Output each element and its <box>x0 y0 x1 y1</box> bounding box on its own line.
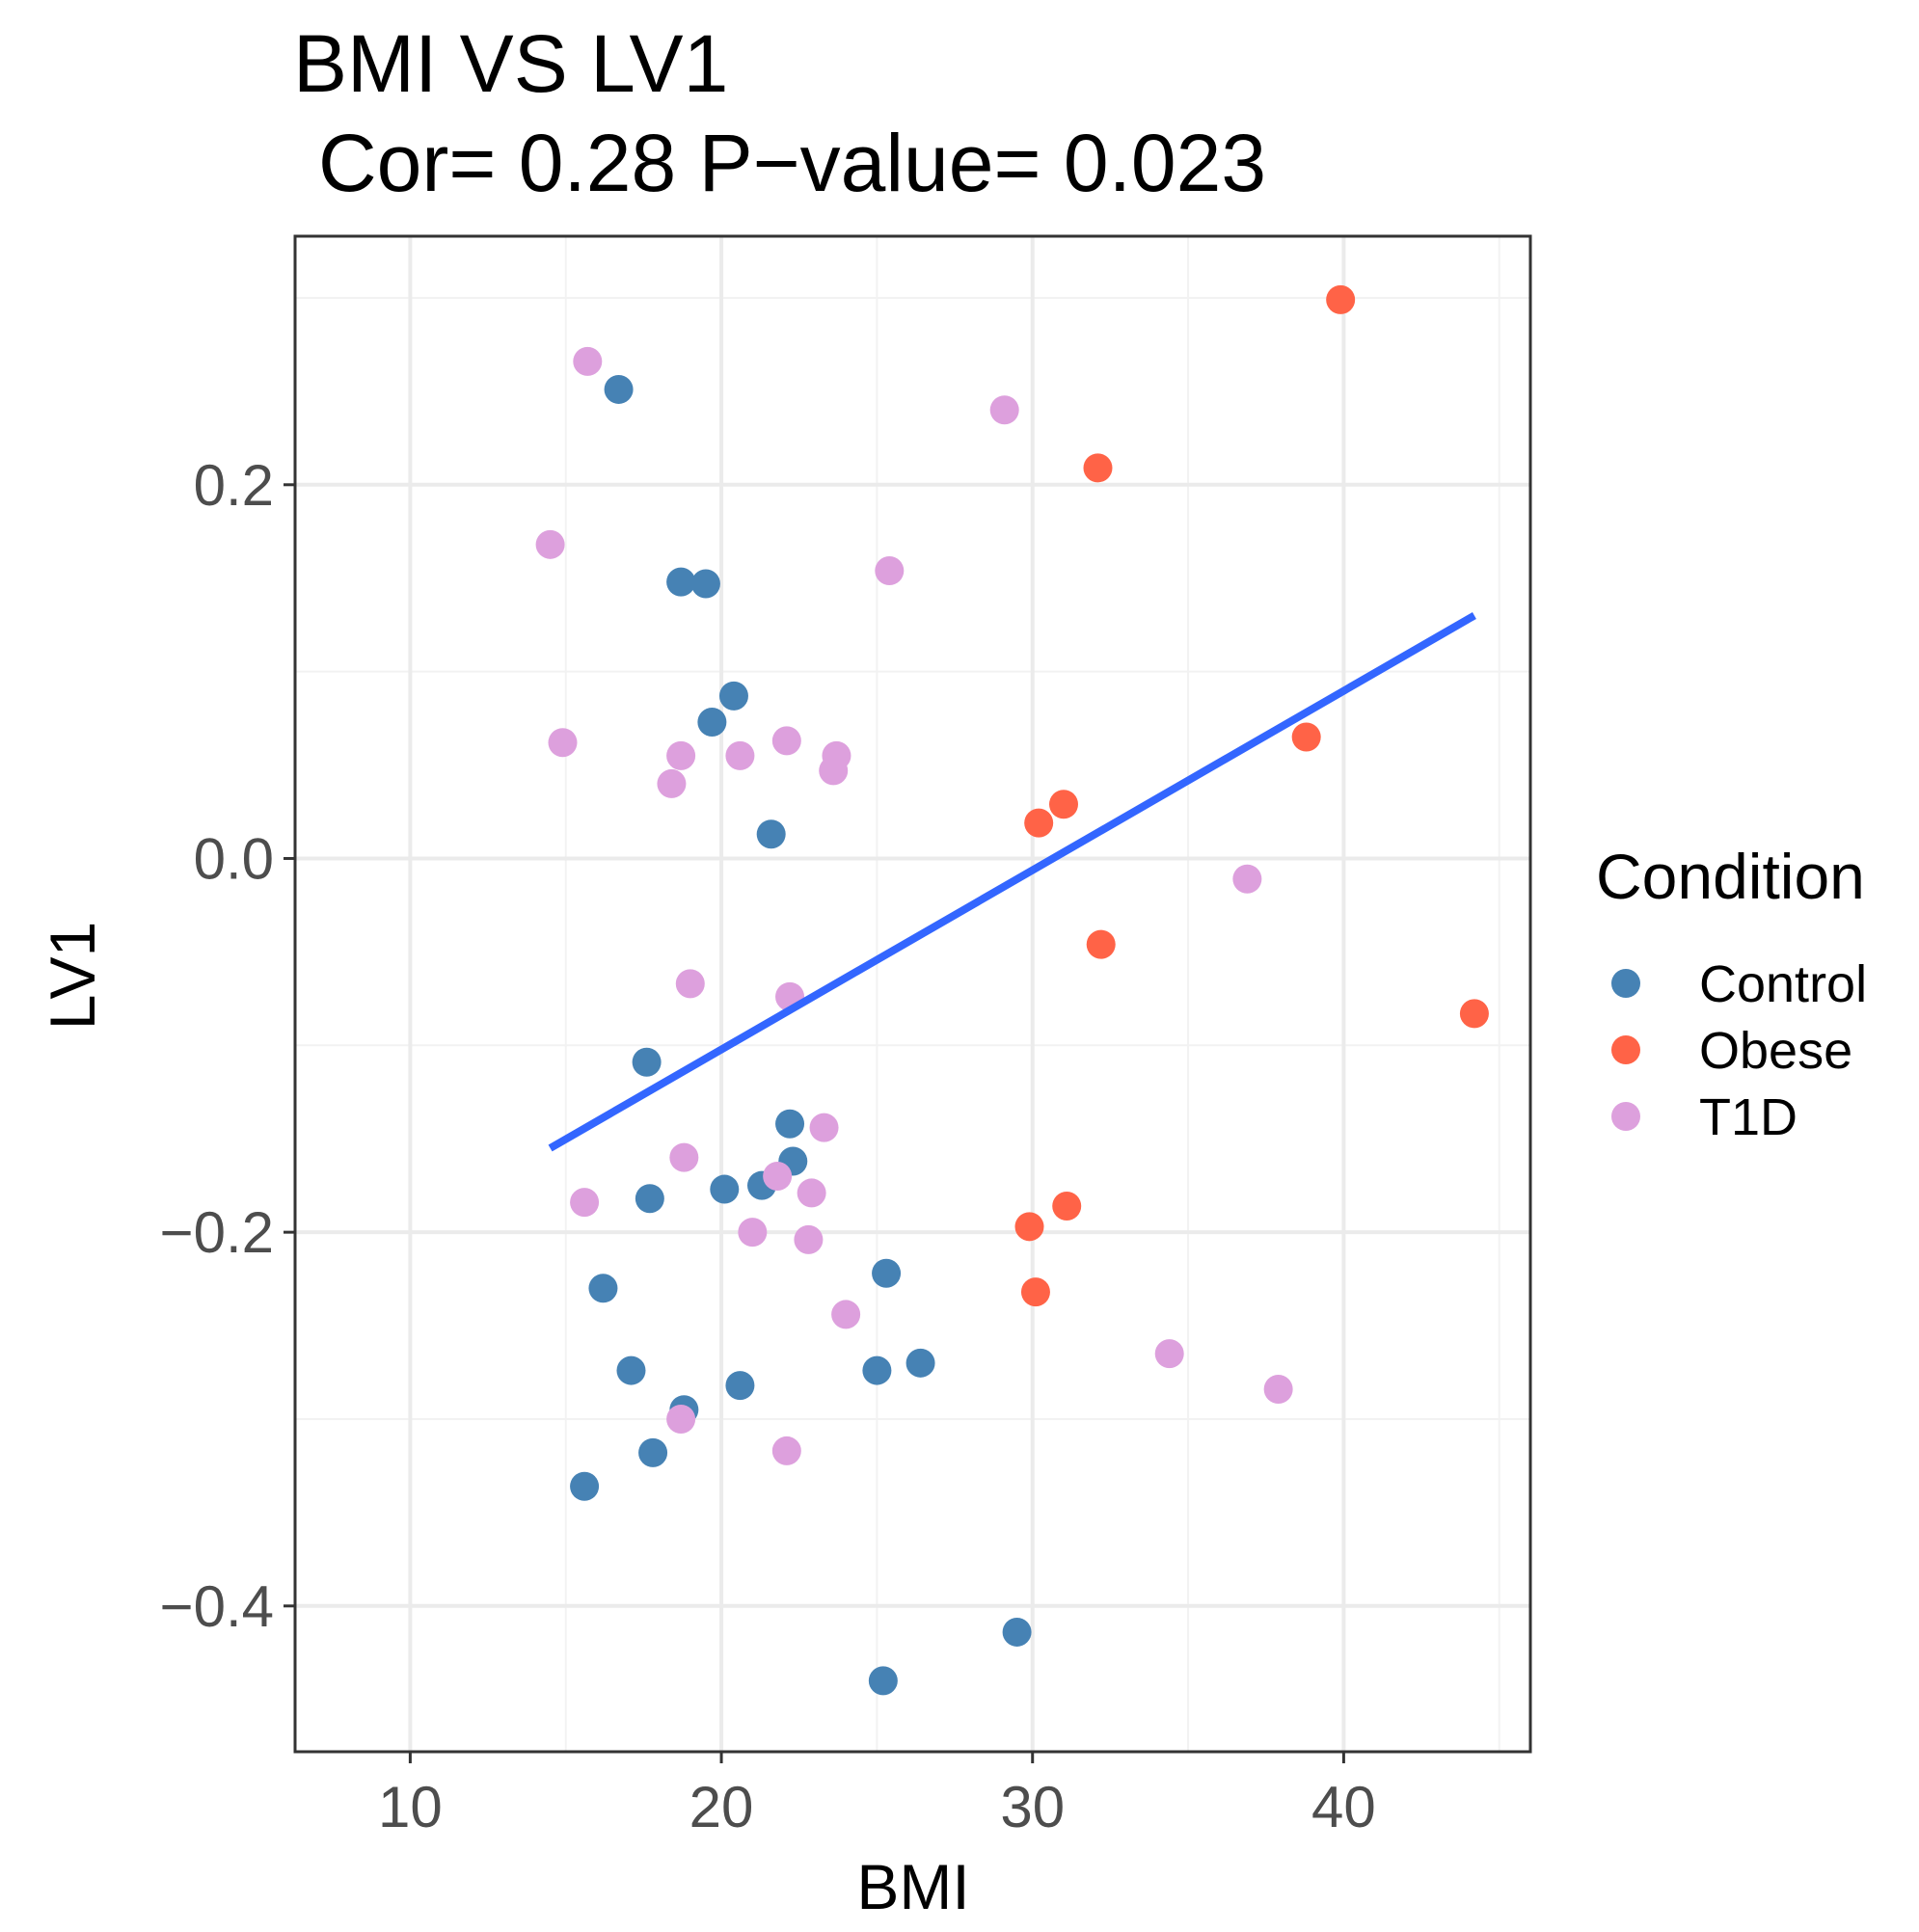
x-tick-label: 40 <box>1311 1775 1376 1839</box>
legend-key-control <box>1611 969 1640 998</box>
data-point-control <box>725 1371 755 1401</box>
x-axis-ticks: 10 20 30 40 <box>378 1752 1376 1839</box>
data-point-control <box>635 1184 664 1214</box>
y-tick-label: 0.2 <box>194 453 274 518</box>
data-point-control <box>710 1174 740 1204</box>
data-point-t1d <box>1232 864 1262 894</box>
data-point-obese <box>1291 722 1321 752</box>
data-point-t1d <box>763 1161 793 1191</box>
data-point-control <box>638 1437 668 1467</box>
data-point-obese <box>1020 1277 1050 1307</box>
data-point-control <box>872 1258 902 1288</box>
data-point-obese <box>1024 808 1054 838</box>
data-point-control <box>570 1471 600 1501</box>
data-point-obese <box>1052 1192 1082 1221</box>
legend-label-t1d: T1D <box>1699 1088 1797 1146</box>
data-point-control <box>718 681 748 711</box>
x-axis-title: BMI <box>856 1851 969 1922</box>
y-tick-label: −0.4 <box>160 1574 274 1639</box>
y-axis-title: LV1 <box>37 922 108 1031</box>
data-point-t1d <box>570 1188 600 1218</box>
data-point-control <box>862 1355 892 1385</box>
chart-subtitle: Cor= 0.28 P−value= 0.023 <box>318 118 1266 208</box>
data-point-t1d <box>794 1224 824 1254</box>
data-point-obese <box>1048 790 1078 819</box>
data-point-t1d <box>669 1142 699 1172</box>
y-axis-ticks: −0.4 −0.2 0.0 0.2 <box>160 453 295 1639</box>
data-point-control <box>632 1047 662 1077</box>
x-tick-label: 10 <box>378 1775 443 1839</box>
plot-panel <box>295 236 1530 1752</box>
legend-label-obese: Obese <box>1699 1022 1852 1080</box>
data-point-control <box>775 1109 805 1139</box>
plot-grid <box>295 236 1530 1752</box>
data-point-t1d <box>771 726 801 756</box>
data-point-t1d <box>666 740 696 770</box>
data-point-control <box>604 374 634 404</box>
data-point-t1d <box>831 1300 861 1329</box>
data-point-t1d <box>657 768 687 798</box>
data-point-t1d <box>875 555 905 585</box>
legend-title: Condition <box>1596 841 1865 912</box>
data-point-control <box>868 1666 898 1696</box>
regression-line <box>548 612 1476 1152</box>
plot-panel-border <box>293 234 1532 1754</box>
data-point-t1d <box>666 1404 696 1434</box>
legend-key-obese <box>1611 1035 1640 1064</box>
data-point-t1d <box>1263 1374 1293 1404</box>
data-point-t1d <box>675 969 705 999</box>
legend: Condition Control Obese T1D <box>1596 841 1867 1146</box>
y-tick-label: −0.2 <box>160 1200 274 1265</box>
data-point-t1d <box>573 346 603 376</box>
data-point-t1d <box>809 1113 839 1142</box>
data-point-obese <box>1086 929 1116 959</box>
data-point-obese <box>1326 284 1356 314</box>
data-point-t1d <box>738 1218 768 1248</box>
data-point-t1d <box>797 1178 826 1208</box>
x-tick-label: 30 <box>1000 1775 1065 1839</box>
data-point-obese <box>1459 999 1489 1029</box>
data-point-obese <box>1083 453 1113 483</box>
data-point-control <box>756 819 786 849</box>
data-point-t1d <box>819 756 849 786</box>
data-point-t1d <box>1154 1339 1184 1369</box>
data-point-control <box>666 567 696 597</box>
legend-label-control: Control <box>1699 955 1867 1013</box>
data-point-t1d <box>725 740 755 770</box>
x-tick-label: 20 <box>689 1775 754 1839</box>
data-point-control <box>690 569 720 599</box>
data-point-t1d <box>548 728 578 758</box>
data-point-control <box>588 1274 618 1303</box>
data-point-control <box>905 1348 935 1378</box>
data-point-t1d <box>989 395 1019 425</box>
legend-items: Control Obese T1D <box>1611 955 1867 1146</box>
data-point-control <box>697 707 727 737</box>
data-point-obese <box>1014 1212 1044 1242</box>
data-point-control <box>616 1355 646 1385</box>
y-tick-label: 0.0 <box>194 826 274 891</box>
data-point-t1d <box>771 1436 801 1465</box>
legend-key-t1d <box>1611 1102 1640 1131</box>
data-point-control <box>1002 1617 1032 1647</box>
data-points <box>535 284 1489 1696</box>
chart-title: BMI VS LV1 <box>293 18 728 109</box>
data-point-t1d <box>535 529 565 559</box>
